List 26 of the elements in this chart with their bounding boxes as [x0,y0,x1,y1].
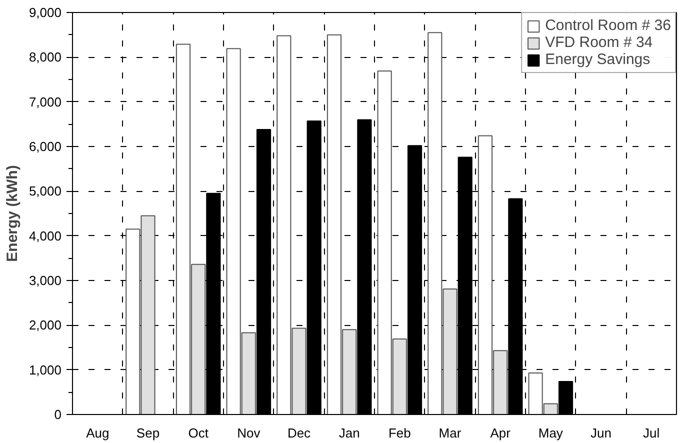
y-axis-title: Energy (kWh) [4,165,21,262]
x-tick-label: Apr [490,426,512,440]
x-tick-label: Aug [86,426,110,440]
legend-label: Energy Savings [545,51,650,68]
legend-label: VFD Room # 34 [545,34,653,51]
legend-label: Control Room # 36 [545,17,671,34]
x-tick-label: Dec [287,426,312,440]
x-tick-label: Mar [438,426,462,440]
y-tick-label: 7,000 [28,94,62,110]
y-tick-label: 5,000 [28,184,62,199]
y-tick-label: 1,000 [28,362,62,378]
y-tick-label: 6,000 [28,139,62,154]
x-tick-label: Jun [590,426,612,440]
x-tick-label: May [538,426,564,440]
y-tick-label: 3,000 [28,273,62,288]
x-tick-label: Oct [188,426,209,440]
y-tick-label: 8,000 [28,50,62,65]
y-tick-label: 2,000 [28,318,62,333]
y-tick-label: 9,000 [28,5,62,20]
y-tick-label: 4,000 [28,228,62,244]
x-tick-label: Jul [643,426,660,440]
y-tick-label: 0 [54,407,62,422]
x-tick-label: Sep [136,426,160,440]
x-tick-label: Jan [338,426,360,440]
x-tick-label: Feb [388,426,411,440]
x-tick-label: Nov [237,426,261,440]
